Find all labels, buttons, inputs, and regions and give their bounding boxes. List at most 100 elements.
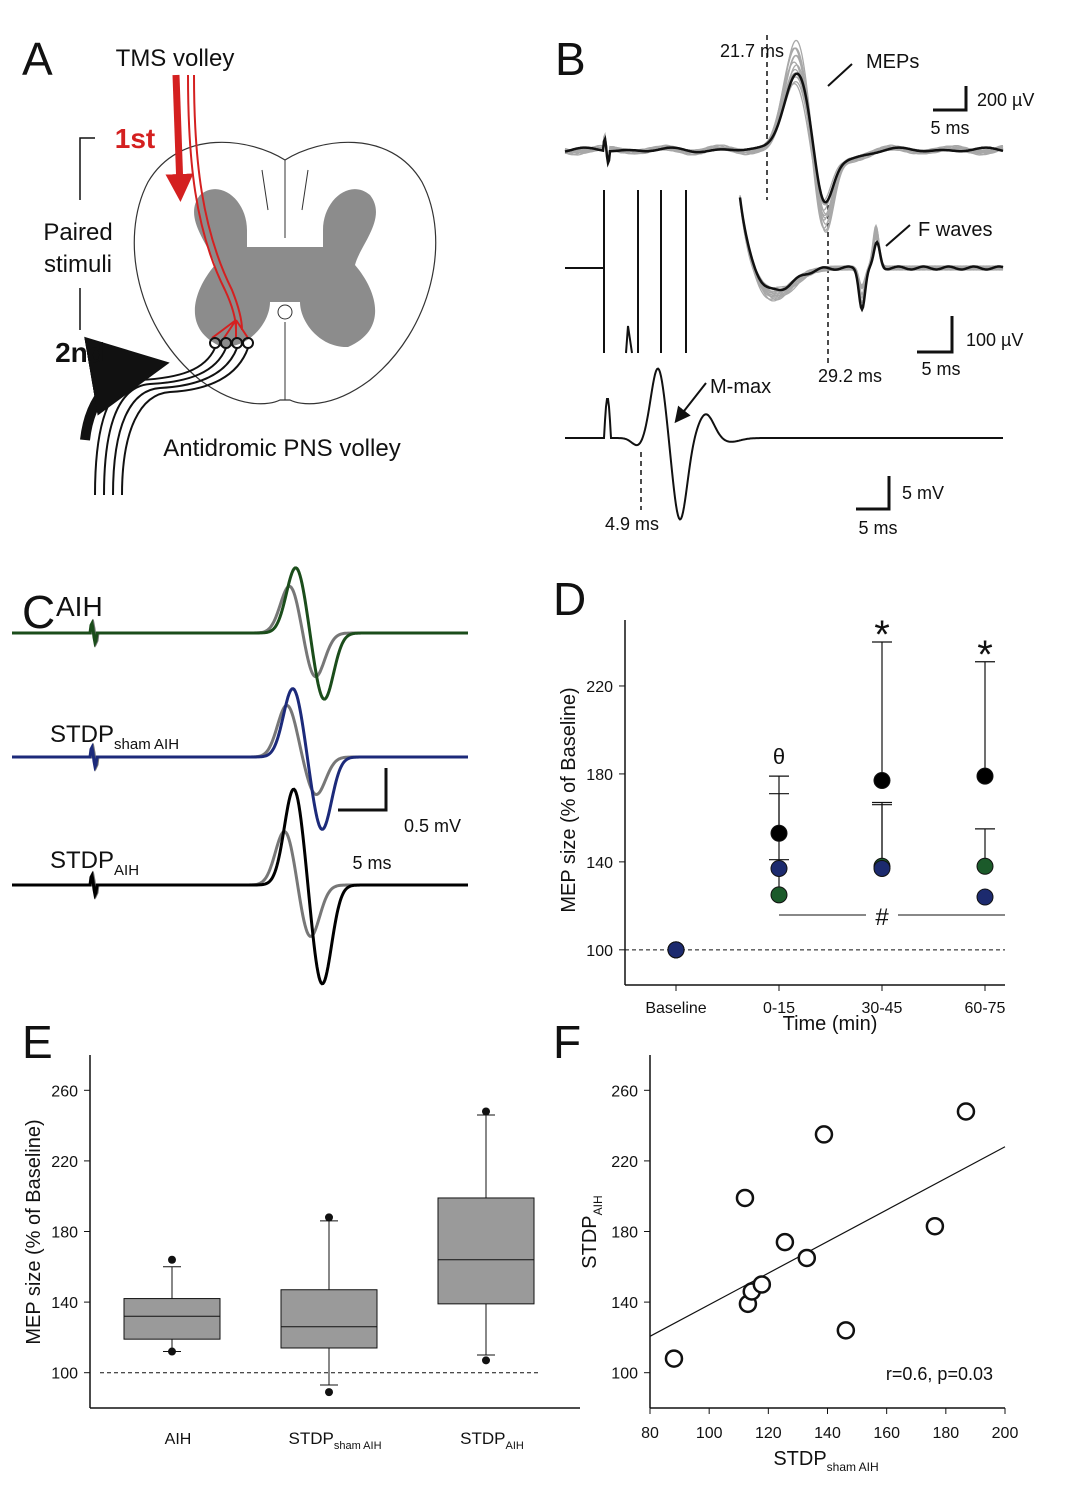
outlier — [482, 1107, 490, 1116]
data-point — [667, 941, 685, 959]
x-tick-label: AIH — [165, 1431, 192, 1448]
significance-mark: θ — [773, 744, 785, 769]
panel-label: C — [22, 586, 55, 638]
x-tick-label: 60-75 — [965, 1000, 1006, 1017]
y-axis-label-sub: AIH — [591, 1195, 605, 1215]
y-tick-label: 140 — [51, 1295, 78, 1312]
mmax-trace — [565, 367, 1003, 521]
mep-trace-gray — [564, 47, 1004, 229]
trace-label: MEPs — [866, 51, 919, 73]
stats-annotation: r=0.6, p=0.03 — [886, 1364, 993, 1384]
condition-label: STDPsham AIH — [50, 721, 179, 753]
x-tick-label-base: STDP — [460, 1429, 505, 1448]
data-point — [770, 824, 788, 842]
spinal-cord-diagram — [79, 74, 437, 496]
mep-trace — [564, 72, 1004, 204]
condition-label-sub: sham AIH — [114, 736, 179, 753]
x-tick-label: 140 — [814, 1425, 841, 1442]
latency-label: 21.7 ms — [720, 41, 784, 61]
scatter-point — [836, 1321, 856, 1340]
stimuli-label: stimuli — [44, 251, 112, 278]
central-canal — [277, 304, 293, 320]
trace-label: M-max — [710, 376, 771, 398]
significance-mark: * — [874, 613, 890, 657]
data-point — [873, 772, 891, 790]
x-tick-label-sub: sham AIH — [334, 1440, 382, 1452]
data-point — [770, 859, 788, 877]
y-tick-label: 180 — [51, 1225, 78, 1242]
outlier — [168, 1347, 176, 1356]
paired-label: Paired — [43, 219, 112, 246]
bracket — [79, 137, 95, 330]
x-axis-label-sub: sham AIH — [827, 1460, 879, 1474]
cord-lines — [261, 160, 309, 400]
f-trace-gray — [739, 199, 1004, 297]
condition-trace — [12, 687, 468, 831]
f-trace-gray — [739, 196, 1003, 296]
f-trace-gray — [739, 199, 1004, 300]
second-label: 2nd — [55, 337, 105, 368]
y-tick-label: 140 — [611, 1295, 638, 1312]
box — [280, 1289, 378, 1349]
y-tick-label: 220 — [586, 679, 613, 696]
y-tick-label: 100 — [586, 943, 613, 960]
first-label: 1st — [115, 123, 155, 154]
tms-tract — [187, 74, 249, 339]
trace-decor — [338, 35, 968, 812]
scatter-point — [664, 1349, 684, 1368]
x-tick-label: 200 — [992, 1425, 1019, 1442]
scatter-point — [956, 1102, 976, 1121]
x-tick-label: 100 — [696, 1425, 723, 1442]
x-tick-label: 120 — [755, 1425, 782, 1442]
x-axis-label: Time (min) — [783, 1013, 878, 1035]
outlier — [482, 1356, 490, 1365]
x-tick-label: 30-45 — [862, 1000, 903, 1017]
data-point — [976, 767, 994, 785]
gray-matter — [194, 189, 376, 348]
outlier — [325, 1213, 333, 1222]
y-axis-label: MEP size (% of Baseline) — [23, 1119, 45, 1344]
y-tick-label: 100 — [51, 1366, 78, 1383]
condition-trace-gray — [12, 703, 468, 797]
scatter-point — [752, 1275, 772, 1294]
y-tick-label: 100 — [611, 1366, 638, 1383]
x-tick-label: STDPAIH — [460, 1429, 524, 1452]
condition-label-base: STDP — [50, 721, 114, 748]
panel-label: B — [555, 33, 586, 85]
scatter-point — [814, 1125, 834, 1144]
scale-label: 5 ms — [858, 518, 897, 538]
scatter-point — [735, 1188, 755, 1208]
bracket-label: # — [875, 904, 889, 931]
scale-label: 5 ms — [930, 118, 969, 138]
scale-label: 100 µV — [966, 330, 1023, 350]
scatter-point — [797, 1248, 817, 1268]
y-tick-label: 220 — [611, 1154, 638, 1171]
box — [123, 1298, 221, 1340]
y-axis-label-base: STDP — [579, 1215, 601, 1268]
scale-label: 0.5 mV — [404, 816, 461, 836]
x-tick-label-sub: AIH — [506, 1440, 524, 1452]
scale-label: 5 mV — [902, 483, 944, 503]
scatter-point — [925, 1216, 945, 1236]
y-tick-label: 260 — [611, 1083, 638, 1100]
x-axis-label: STDPsham AIH — [773, 1448, 878, 1474]
y-axis-label: STDPAIH — [579, 1195, 605, 1268]
y-tick-label: 180 — [611, 1225, 638, 1242]
scale-label: 5 ms — [352, 853, 391, 873]
condition-label-base: STDP — [50, 847, 114, 874]
condition-trace — [12, 787, 468, 986]
data-point — [770, 886, 788, 904]
x-tick-label: Baseline — [645, 1000, 706, 1017]
pns-label: Antidromic PNS volley — [163, 435, 400, 462]
y-tick-label: 220 — [51, 1154, 78, 1171]
mep-trace-gray — [564, 47, 1004, 231]
f-trace-gray — [739, 196, 1004, 299]
x-tick-label: 160 — [873, 1425, 900, 1442]
data-point — [873, 859, 891, 877]
tms-label: TMS volley — [116, 45, 235, 72]
panel-label: F — [553, 1016, 581, 1068]
box — [437, 1197, 535, 1305]
mep-trace-gray — [564, 39, 1004, 234]
scale-label: 200 µV — [977, 90, 1034, 110]
y-tick-label: 260 — [51, 1083, 78, 1100]
